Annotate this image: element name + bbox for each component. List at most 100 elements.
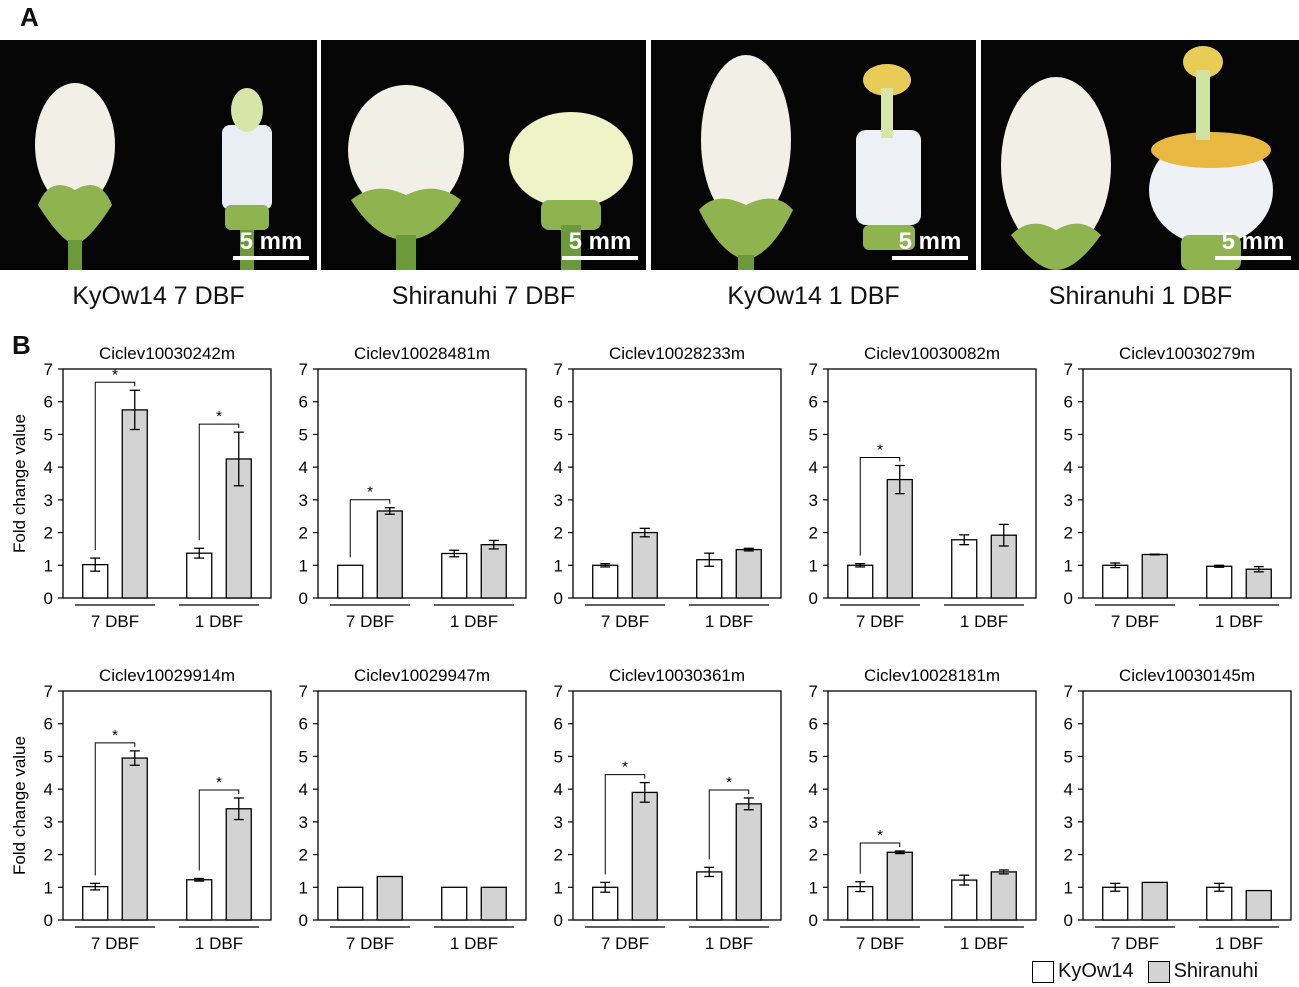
y-tick-label: 1: [1064, 878, 1073, 897]
bar-kyow14: [441, 552, 468, 599]
x-group-label: 1 DBF: [195, 934, 243, 953]
y-tick-label: 3: [44, 813, 53, 832]
y-tick-label: 6: [809, 715, 818, 734]
bar-shiranuhi: [631, 531, 658, 599]
y-tick-label: 3: [299, 491, 308, 510]
chart-title: Ciclev10030361m: [609, 666, 745, 685]
bar-shiranuhi: [376, 875, 403, 921]
y-tick-label: 2: [299, 524, 308, 543]
y-tick-label: 4: [554, 780, 563, 799]
significance-star: *: [877, 827, 883, 844]
y-tick-label: 7: [44, 682, 53, 701]
y-tick-label: 5: [809, 425, 818, 444]
y-tick-label: 2: [44, 524, 53, 543]
x-group-label: 7 DBF: [856, 934, 904, 953]
y-tick-label: 3: [809, 491, 818, 510]
scale-bar-label: 5 mm: [568, 228, 632, 255]
significance-bracket: [859, 457, 901, 556]
flower-bud-illustration: [699, 55, 921, 270]
photo-caption: Shiranuhi 7 DBF: [391, 282, 576, 310]
chart-title: Ciclev10030242m: [99, 344, 235, 363]
x-group-label: 1 DBF: [1215, 612, 1263, 631]
y-tick-label: 2: [1064, 524, 1073, 543]
y-tick-label: 3: [554, 813, 563, 832]
significance-bracket: [349, 499, 391, 558]
y-tick-label: 6: [44, 715, 53, 734]
y-tick-label: 4: [1064, 780, 1073, 799]
y-tick-label: 6: [554, 393, 563, 412]
y-tick-label: 4: [44, 780, 53, 799]
bar-kyow14: [696, 871, 723, 921]
bar-shiranuhi: [1245, 889, 1272, 921]
y-tick-label: 5: [44, 425, 53, 444]
x-group-label: 7 DBF: [856, 612, 904, 631]
bar-shiranuhi: [480, 544, 507, 599]
y-tick-label: 1: [809, 556, 818, 575]
bar-shiranuhi: [121, 757, 148, 921]
flower-photo-1: 5 mm: [0, 40, 317, 270]
bar-shiranuhi: [1245, 568, 1272, 599]
y-tick-label: 0: [299, 589, 308, 608]
y-tick-label: 4: [809, 458, 818, 477]
panel-label-a: A: [20, 2, 39, 32]
y-tick-label: 7: [299, 360, 308, 379]
y-tick-label: 7: [1064, 682, 1073, 701]
bar-kyow14: [337, 886, 364, 921]
chart-title: Ciclev10030279m: [1119, 344, 1255, 363]
y-tick-label: 5: [299, 747, 308, 766]
y-tick-label: 3: [1064, 491, 1073, 510]
chart-title: Ciclev10028481m: [354, 344, 490, 363]
y-tick-label: 1: [299, 878, 308, 897]
photo-caption: Shiranuhi 1 DBF: [1048, 282, 1233, 310]
significance-bracket: [859, 842, 901, 874]
significance-star: *: [367, 484, 373, 501]
bar-kyow14: [951, 879, 978, 921]
bar-kyow14: [847, 564, 874, 599]
significance-star: *: [216, 408, 222, 425]
significance-star: *: [112, 727, 118, 744]
x-group-label: 7 DBF: [601, 934, 649, 953]
plot-frame: [1082, 368, 1292, 599]
y-tick-label: 7: [554, 360, 563, 379]
significance-star: *: [216, 774, 222, 791]
x-group-label: 1 DBF: [450, 612, 498, 631]
plot-frame: [317, 368, 527, 599]
y-tick-label: 6: [809, 393, 818, 412]
y-tick-label: 3: [44, 491, 53, 510]
bar-kyow14: [1206, 886, 1233, 921]
plot-frame: [572, 690, 782, 921]
x-group-label: 1 DBF: [960, 934, 1008, 953]
y-tick-label: 0: [554, 911, 563, 930]
photo-caption: KyOw14 7 DBF: [72, 282, 245, 310]
y-tick-label: 2: [554, 846, 563, 865]
significance-bracket: [198, 423, 240, 541]
bar-kyow14: [951, 539, 978, 599]
scale-bar: 5 mm: [1215, 229, 1291, 260]
x-group-label: 1 DBF: [450, 934, 498, 953]
flower-photo-3: 5 mm: [651, 40, 976, 270]
y-tick-label: 3: [809, 813, 818, 832]
y-tick-label: 5: [554, 747, 563, 766]
significance-bracket: [604, 774, 646, 875]
y-tick-label: 2: [554, 524, 563, 543]
scale-bar: 5 mm: [892, 229, 968, 260]
significance-bracket: [198, 789, 240, 871]
bar-shiranuhi: [735, 548, 762, 599]
y-tick-label: 1: [1064, 556, 1073, 575]
bar-shiranuhi: [376, 510, 403, 599]
bar-kyow14: [441, 886, 468, 921]
significance-star: *: [622, 759, 628, 776]
flower-photo-4: 5 mm: [981, 40, 1299, 270]
y-tick-label: 6: [299, 393, 308, 412]
y-tick-label: 7: [809, 682, 818, 701]
y-tick-label: 6: [554, 715, 563, 734]
y-tick-label: 1: [554, 878, 563, 897]
flower-bud-illustration: [348, 85, 633, 270]
y-axis-label: Fold change value: [10, 414, 29, 553]
y-tick-label: 3: [1064, 813, 1073, 832]
bar-kyow14: [82, 885, 109, 921]
y-tick-label: 0: [1064, 911, 1073, 930]
y-tick-label: 0: [299, 911, 308, 930]
legend-swatch-shiranuhi: [1147, 960, 1170, 983]
